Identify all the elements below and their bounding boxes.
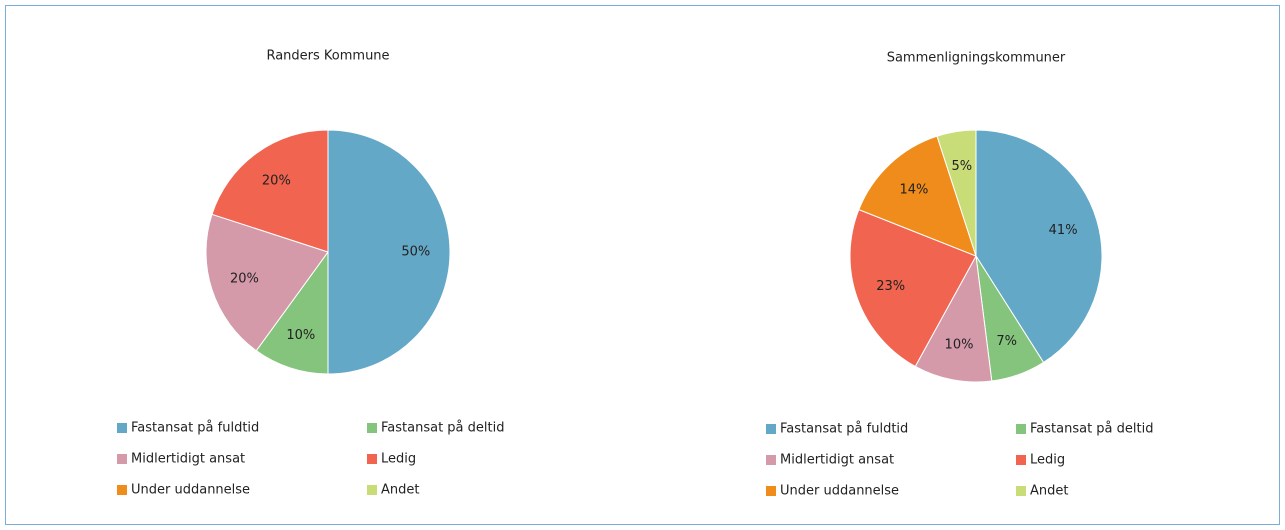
legend-swatch	[1016, 424, 1026, 434]
pie-slice	[205, 213, 329, 352]
legend-swatch	[766, 455, 776, 465]
legend-label: Fastansat på deltid	[381, 421, 504, 436]
data-label: 20%	[230, 272, 259, 287]
pie-slice	[936, 129, 977, 257]
legend-label: Fastansat på fuldtid	[780, 422, 908, 437]
legend-label: Fastansat på fuldtid	[131, 421, 259, 436]
data-label: 10%	[286, 328, 315, 343]
legend-label: Under uddannelse	[131, 483, 250, 498]
pie-slice	[211, 129, 329, 253]
legend-swatch	[117, 423, 127, 433]
legend-swatch	[367, 423, 377, 433]
legend-label: Under uddannelse	[780, 484, 899, 499]
legend-label: Andet	[381, 483, 419, 498]
data-label: 14%	[899, 182, 928, 197]
legend-label: Andet	[1030, 484, 1068, 499]
legend-swatch	[367, 454, 377, 464]
legend-swatch	[117, 454, 127, 464]
data-label: 50%	[401, 245, 430, 260]
data-label: 41%	[1049, 223, 1078, 238]
data-label: 20%	[262, 173, 291, 188]
chart-title: Sammenligningskommuner	[887, 51, 1066, 66]
data-label: 7%	[996, 334, 1017, 349]
legend-label: Midlertidigt ansat	[780, 453, 894, 468]
legend-swatch	[1016, 486, 1026, 496]
pie-slice	[255, 250, 329, 375]
legend-label: Ledig	[1030, 453, 1065, 468]
data-label: 23%	[876, 279, 905, 294]
legend-label: Midlertidigt ansat	[131, 452, 245, 467]
legend-swatch	[766, 424, 776, 434]
pie-slice	[327, 129, 451, 375]
legend-swatch	[766, 486, 776, 496]
data-label: 10%	[945, 338, 974, 353]
pie-slice	[975, 129, 1103, 364]
legend-label: Ledig	[381, 452, 416, 467]
pie-slice	[849, 208, 977, 368]
legend-swatch	[367, 485, 377, 495]
legend-swatch	[1016, 455, 1026, 465]
pie-slice	[914, 254, 993, 383]
chart-title: Randers Kommune	[266, 49, 389, 64]
legend-swatch	[117, 485, 127, 495]
legend-label: Fastansat på deltid	[1030, 422, 1153, 437]
data-label: 5%	[951, 159, 972, 174]
